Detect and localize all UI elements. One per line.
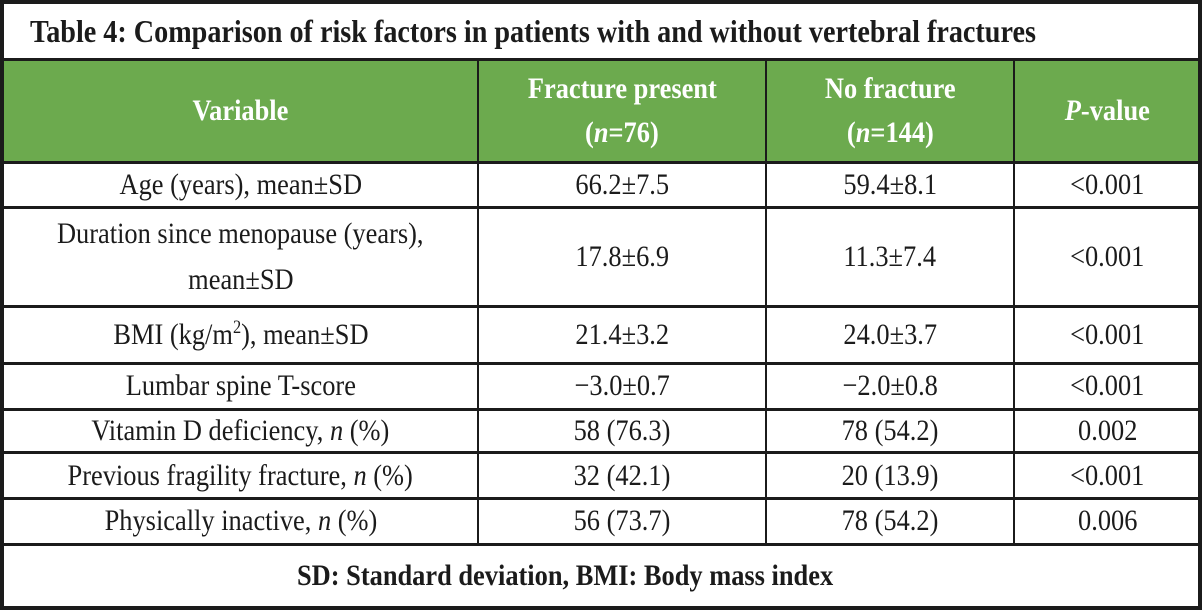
header-fracture-present: Fracture present (n=76)	[477, 58, 767, 164]
cell-fracture-present: 21.4±3.2	[477, 305, 767, 366]
table-title: Table 4: Comparison of risk factors in p…	[4, 4, 1198, 62]
cell-fracture-present: 58 (76.3)	[477, 407, 767, 455]
cell-p-value: <0.001	[1012, 362, 1198, 411]
cell-variable: Vitamin D deficiency, n (%)	[4, 407, 479, 455]
cell-no-fracture: 59.4±8.1	[765, 160, 1015, 210]
table-row-bmi: BMI (kg/m2), mean±SD 21.4±3.2 24.0±3.7 <…	[4, 305, 1198, 366]
cell-no-fracture: −2.0±0.8	[765, 362, 1015, 411]
header-variable: Variable	[4, 58, 479, 164]
cell-p-value: <0.001	[1012, 451, 1198, 500]
cell-no-fracture: 78 (54.2)	[765, 407, 1015, 455]
header-p-value: P-value	[1012, 58, 1198, 164]
table-footnote: SD: Standard deviation, BMI: Body mass i…	[4, 542, 1198, 606]
cell-no-fracture: 24.0±3.7	[765, 305, 1015, 366]
header-no-fracture-n: n	[855, 115, 871, 149]
header-fracture-present-n: n	[593, 115, 609, 149]
table-title-text: Table 4: Comparison of risk factors in p…	[30, 12, 1037, 49]
superscript-2: 2	[232, 317, 241, 339]
header-p-italic: P	[1064, 93, 1082, 127]
risk-factors-table: Table 4: Comparison of risk factors in p…	[4, 4, 1198, 606]
table-footnote-text: SD: Standard deviation, BMI: Body mass i…	[297, 558, 834, 592]
table-header-row: Variable Fracture present (n=76) No frac…	[4, 58, 1198, 164]
cell-fracture-present: −3.0±0.7	[477, 362, 767, 411]
table-row-duration: Duration since menopause (years), mean±S…	[4, 206, 1198, 309]
table-row-vitamin-d: Vitamin D deficiency, n (%) 58 (76.3) 78…	[4, 407, 1198, 455]
cell-p-value: <0.001	[1012, 160, 1198, 210]
cell-no-fracture: 78 (54.2)	[765, 496, 1015, 546]
cell-no-fracture: 20 (13.9)	[765, 451, 1015, 500]
cell-variable: Previous fragility fracture, n (%)	[4, 451, 479, 500]
cell-fracture-present: 32 (42.1)	[477, 451, 767, 500]
cell-no-fracture: 11.3±7.4	[765, 206, 1015, 309]
header-variable-label: Variable	[192, 93, 289, 127]
table-row-lumbar: Lumbar spine T-score −3.0±0.7 −2.0±0.8 <…	[4, 362, 1198, 411]
cell-fracture-present: 17.8±6.9	[477, 206, 767, 309]
table-title-row: Table 4: Comparison of risk factors in p…	[4, 4, 1198, 62]
cell-variable: Duration since menopause (years), mean±S…	[4, 206, 479, 309]
cell-variable: BMI (kg/m2), mean±SD	[4, 305, 479, 366]
cell-fracture-present: 66.2±7.5	[477, 160, 767, 210]
header-fracture-present-line1: Fracture present	[527, 71, 717, 105]
header-no-fracture: No fracture (n=144)	[765, 58, 1015, 164]
table-row-age: Age (years), mean±SD 66.2±7.5 59.4±8.1 <…	[4, 160, 1198, 210]
cell-fracture-present: 56 (73.7)	[477, 496, 767, 546]
cell-variable: Lumbar spine T-score	[4, 362, 479, 411]
cell-p-value: 0.002	[1012, 407, 1198, 455]
header-no-fracture-line1: No fracture	[824, 71, 956, 105]
table-footnote-row: SD: Standard deviation, BMI: Body mass i…	[4, 542, 1198, 606]
cell-variable: Physically inactive, n (%)	[4, 496, 479, 546]
cell-variable: Age (years), mean±SD	[4, 160, 479, 210]
cell-p-value: <0.001	[1012, 206, 1198, 309]
cell-p-value: <0.001	[1012, 305, 1198, 366]
table-row-physically-inactive: Physically inactive, n (%) 56 (73.7) 78 …	[4, 496, 1198, 546]
header-p-rest: -value	[1081, 93, 1151, 127]
table-row-previous-fracture: Previous fragility fracture, n (%) 32 (4…	[4, 451, 1198, 500]
cell-p-value: 0.006	[1012, 496, 1198, 546]
